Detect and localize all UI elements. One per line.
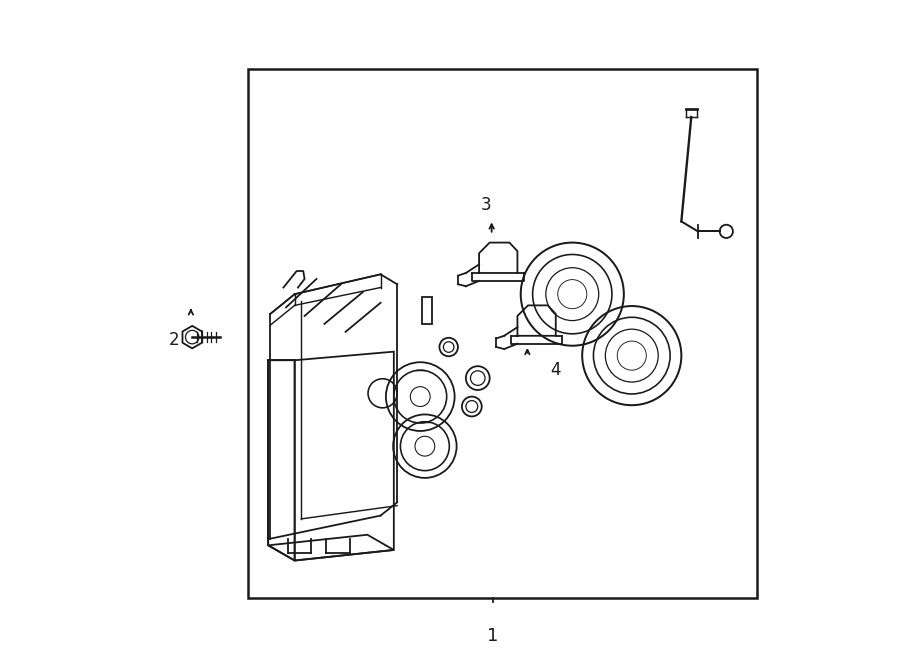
Bar: [421, 297, 432, 324]
Text: 2: 2: [168, 331, 179, 350]
Text: 4: 4: [551, 361, 561, 379]
Text: 1: 1: [487, 627, 499, 645]
Text: 3: 3: [481, 196, 491, 214]
